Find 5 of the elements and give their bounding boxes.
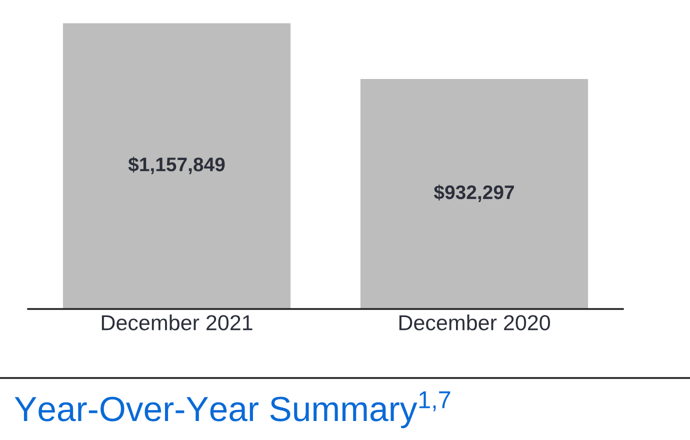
x-tick-label: December 2020 xyxy=(399,314,550,330)
x-tick-label: December 2021 xyxy=(102,314,252,330)
text: Year-Over-Year Summary$^{1,7}$ xyxy=(14,391,450,428)
data-label: $1,157,849 xyxy=(128,156,225,174)
data-label: $932,297 xyxy=(434,184,514,202)
